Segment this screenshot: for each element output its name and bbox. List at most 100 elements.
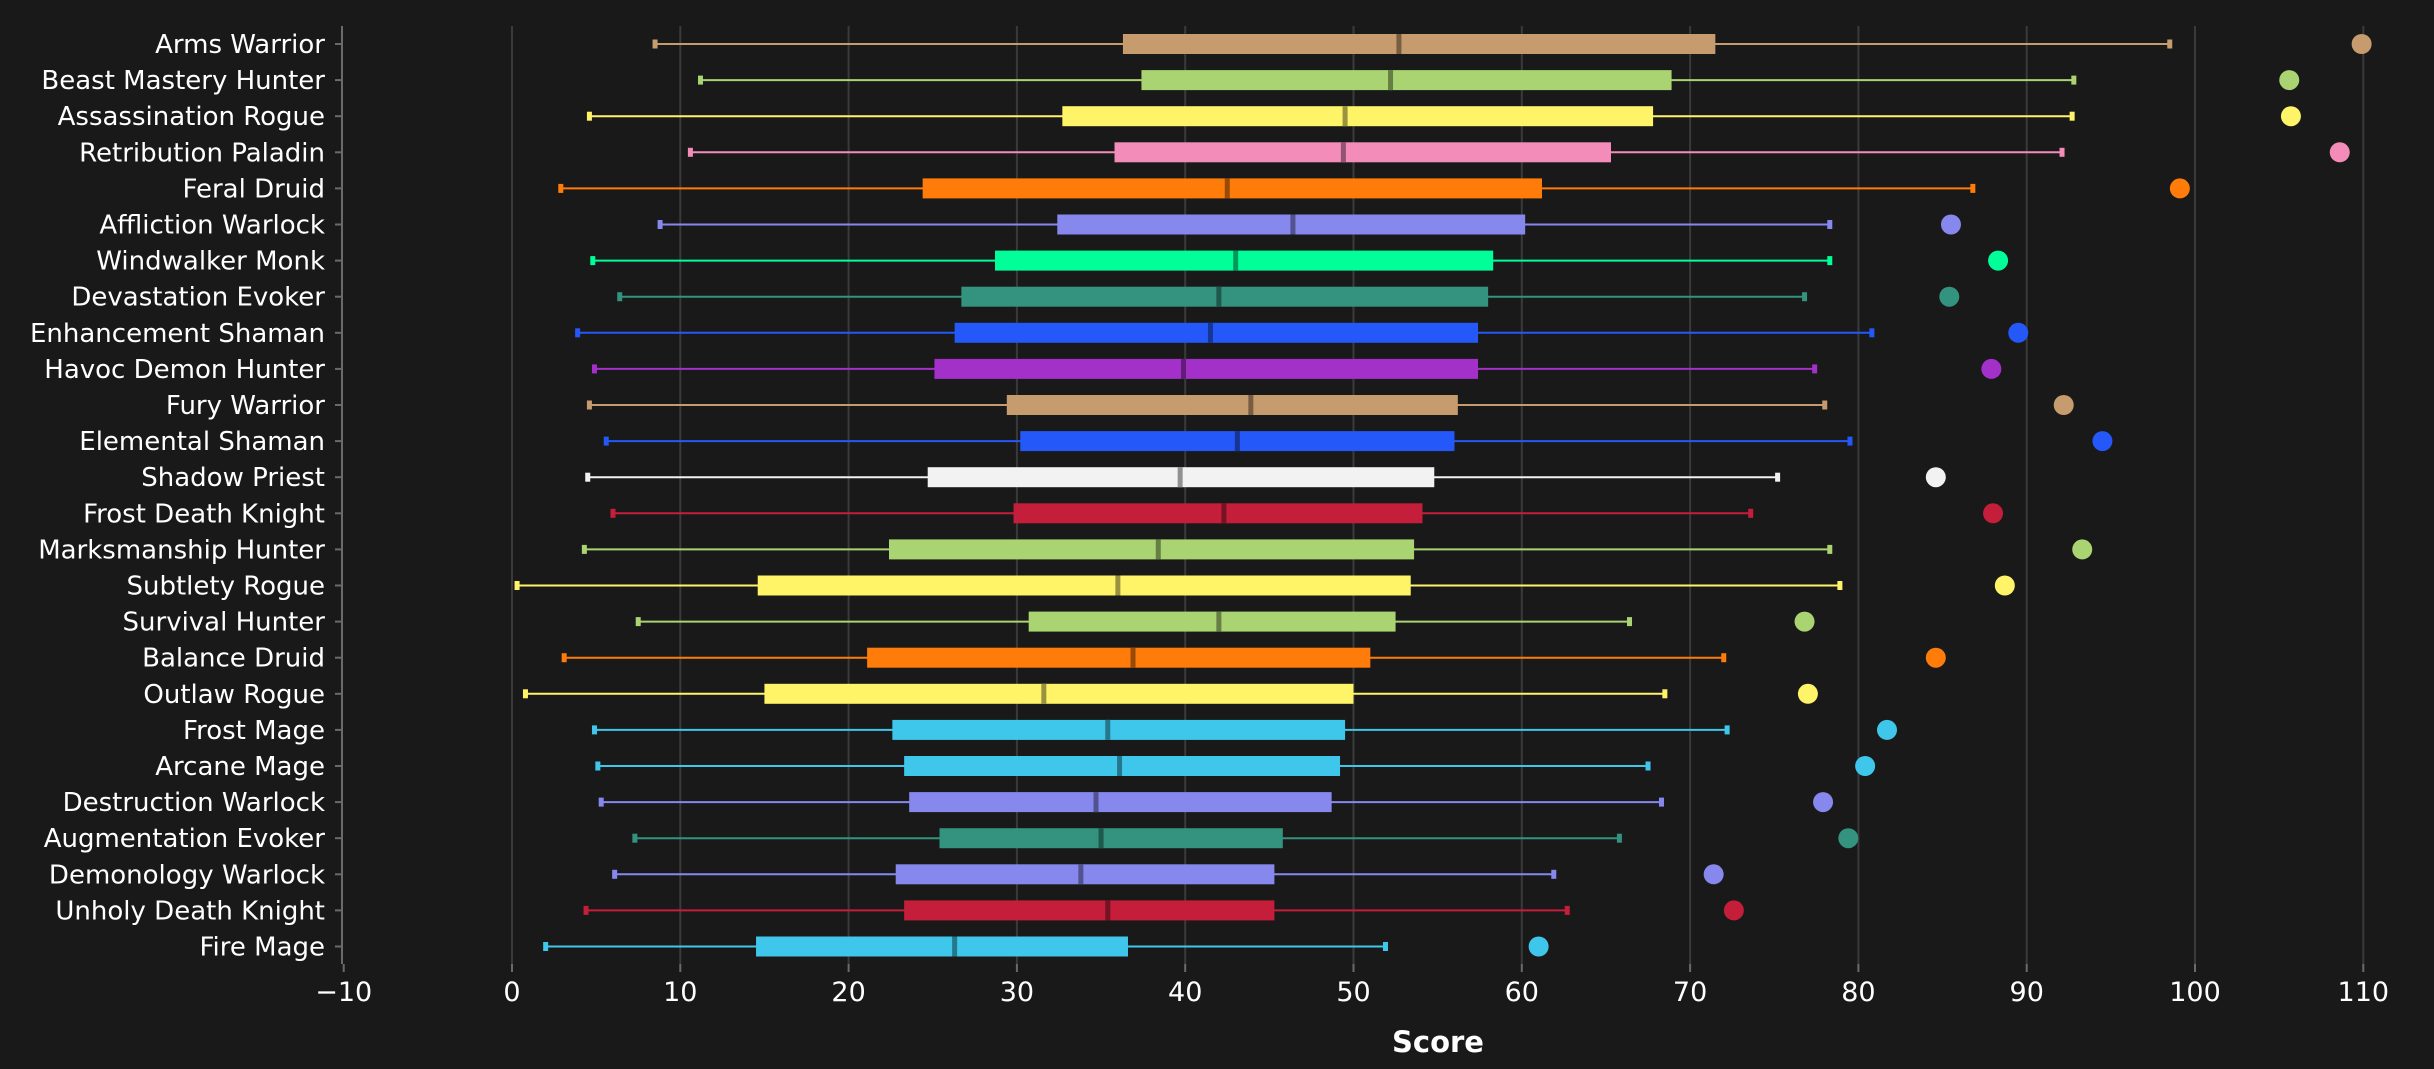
category-label: Outlaw Rogue [143, 680, 325, 710]
iqr-box [756, 936, 1128, 957]
x-tick-label: 0 [503, 977, 520, 1008]
x-tick-label: 30 [1000, 977, 1034, 1008]
median-mark [1216, 611, 1222, 632]
whisker-min-cap [697, 75, 703, 85]
whisker-min-cap [590, 256, 596, 266]
box-row [595, 756, 1876, 776]
whisker-max-cap [1869, 328, 1875, 338]
whisker-max-cap [1627, 617, 1633, 627]
whisker-max-cap [1847, 436, 1853, 446]
box-row [632, 828, 1859, 849]
whisker-max-cap [1748, 508, 1754, 518]
whisker-max-cap [2069, 111, 2075, 121]
whisker-max-cap [1827, 544, 1833, 554]
outlier-point [1994, 575, 2015, 596]
box-row [575, 322, 2029, 343]
median-mark [1234, 431, 1240, 452]
box-row [561, 647, 1946, 668]
whisker-min-cap [657, 220, 663, 229]
whisker-min-cap [687, 147, 693, 157]
whisker-max-cap [1775, 472, 1781, 482]
outlier-point [1983, 503, 2004, 524]
iqr-box [1006, 395, 1458, 415]
box-row [591, 358, 2002, 379]
median-mark [1290, 214, 1296, 235]
category-label: Arms Warrior [155, 30, 325, 60]
whisker-max-cap [1645, 761, 1651, 771]
box-row [522, 683, 1818, 704]
whisker-min-cap [514, 581, 520, 590]
category-label: Beast Mastery Hunter [41, 66, 325, 96]
median-mark [1155, 539, 1161, 560]
iqr-box [867, 647, 1371, 668]
whisker-min-cap [617, 292, 623, 302]
whisker-max-cap [2059, 147, 2065, 157]
outlier-point [1925, 467, 1946, 488]
outlier-point [1925, 647, 1946, 668]
median-mark [1224, 178, 1230, 199]
median-mark [952, 936, 958, 957]
whisker-min-cap [635, 617, 641, 627]
box-row [603, 431, 2113, 452]
whisker-max-cap [1837, 581, 1843, 590]
whisker-max-cap [1382, 942, 1388, 951]
x-tick-label: 20 [831, 977, 865, 1008]
whisker-max-cap [1827, 256, 1833, 266]
median-mark [1130, 647, 1136, 668]
category-label: Havoc Demon Hunter [44, 355, 325, 385]
axes: −10 0 10 20 30 40 50 60 70 80 90 100 110 [315, 26, 2389, 1008]
whisker-min-cap [591, 364, 597, 374]
whisker-min-cap [522, 689, 528, 699]
iqr-box [1122, 34, 1716, 54]
whisker-min-cap [612, 869, 618, 879]
outlier-point [2351, 34, 2372, 54]
outlier-point [1939, 286, 1960, 307]
median-mark [1177, 467, 1183, 488]
x-tick-label: 80 [1841, 977, 1875, 1008]
outlier-point [1813, 792, 1834, 813]
box-series [514, 34, 2372, 957]
whisker-max-cap [1721, 653, 1727, 663]
category-label: Affliction Warlock [99, 211, 325, 241]
x-axis-title: Score [1392, 1025, 1484, 1059]
median-mark [1388, 70, 1394, 91]
category-label: Assassination Rogue [58, 102, 325, 132]
category-label: Fury Warrior [166, 391, 325, 421]
x-tick-label: 60 [1505, 977, 1539, 1008]
x-tick-label: 90 [2010, 977, 2044, 1008]
box-row [612, 864, 1724, 885]
outlier-point [2053, 395, 2074, 415]
category-label: Retribution Paladin [79, 138, 325, 168]
x-tick-label: 70 [1673, 977, 1707, 1008]
box-row [652, 34, 2372, 54]
median-mark [1098, 828, 1104, 849]
outlier-point [1794, 611, 1815, 632]
iqr-box [922, 178, 1542, 199]
whisker-min-cap [583, 905, 589, 915]
outlier-point [2169, 178, 2190, 199]
whisker-min-cap [586, 400, 592, 410]
outlier-point [1988, 250, 2009, 271]
x-tick-label: 40 [1168, 977, 1202, 1008]
outlier-point [2092, 431, 2113, 452]
category-label: Demonology Warlock [49, 860, 325, 890]
category-label: Elemental Shaman [79, 427, 325, 457]
median-mark [1105, 719, 1111, 740]
iqr-box [904, 756, 1341, 776]
median-mark [1233, 250, 1239, 271]
category-label: Enhancement Shaman [30, 319, 325, 349]
category-label: Destruction Warlock [63, 788, 325, 818]
median-mark [1216, 286, 1222, 307]
whisker-min-cap [543, 942, 549, 951]
box-row [586, 395, 2074, 415]
whisker-max-cap [1822, 400, 1828, 410]
median-mark [1181, 358, 1187, 379]
box-row [583, 900, 1744, 921]
median-mark [1105, 900, 1111, 921]
category-label: Shadow Priest [141, 463, 325, 493]
box-row [635, 611, 1815, 632]
median-mark [1340, 142, 1346, 163]
outlier-point [1528, 936, 1549, 957]
whisker-min-cap [598, 797, 604, 807]
